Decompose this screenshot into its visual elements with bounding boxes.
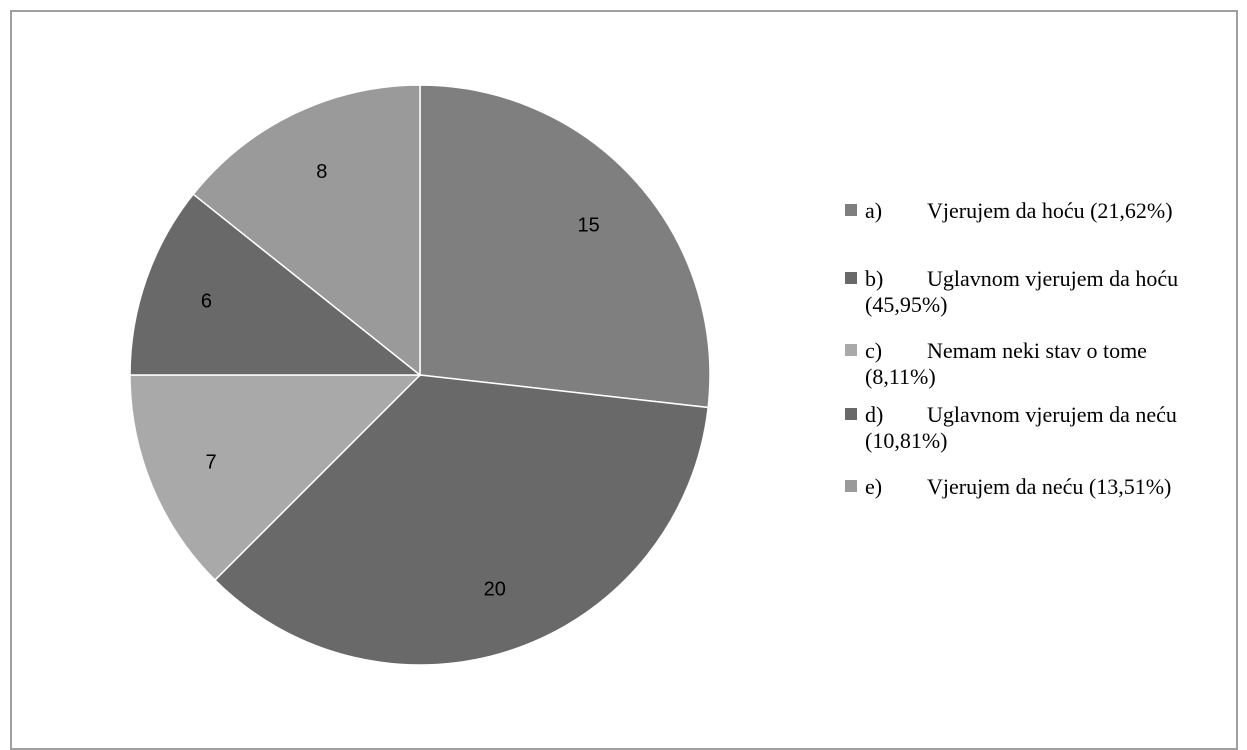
- legend-swatch-c: [845, 344, 857, 356]
- legend-label-c: Nemam neki stav o tome: [927, 338, 1147, 363]
- legend-label-d-cont: (10,81%): [865, 428, 948, 453]
- pie-slice-c: [129, 374, 422, 582]
- legend-label-d: Uglavnom vjerujem da neću: [927, 402, 1177, 427]
- legend-item-d: d) Uglavnom vjerujem da neću (10,81%): [845, 402, 1235, 454]
- legend-letter-d: d): [865, 402, 884, 427]
- legend-label-b-cont: (45,95%): [865, 292, 948, 317]
- legend-label-a: Vjerujem da hoću (21,62%): [927, 198, 1173, 223]
- legend-item-a: a) Vjerujem da hoću (21,62%): [845, 198, 1235, 224]
- pie-chart: 15 20 7 6 8: [129, 84, 711, 666]
- pie-slice-b: [213, 374, 710, 666]
- legend-letter-e: e): [865, 474, 883, 499]
- data-label-e: 8: [316, 161, 327, 183]
- data-label-a: 15: [578, 214, 600, 236]
- pie-slice-e: [192, 84, 421, 377]
- chart-legend: a) Vjerujem da hoću (21,62%) b) Uglavnom v…: [845, 198, 1235, 500]
- legend-letter-c: c): [865, 338, 883, 363]
- data-label-c: 7: [205, 452, 216, 474]
- legend-letter-b: b): [865, 266, 884, 291]
- legend-item-b: b) Uglavnom vjerujem da hoću (45,95%): [845, 266, 1235, 318]
- legend-swatch-b: [845, 272, 857, 284]
- legend-swatch-a: [845, 204, 857, 216]
- legend-label-e: Vjerujem da neću (13,51%): [927, 474, 1172, 499]
- legend-item-e: e) Vjerujem da neću (13,51%): [845, 474, 1235, 500]
- pie-slice-a: [419, 84, 711, 409]
- data-label-d: 6: [201, 290, 212, 312]
- data-label-b: 20: [484, 579, 506, 601]
- legend-swatch-e: [845, 480, 857, 492]
- legend-label-c-cont: (8,11%): [865, 364, 936, 389]
- legend-item-c: c) Nemam neki stav o tome (8,11%): [845, 338, 1235, 390]
- legend-label-b: Uglavnom vjerujem da hoću: [927, 266, 1179, 291]
- legend-swatch-d: [845, 408, 857, 420]
- pie-slice-d: [129, 193, 423, 376]
- legend-letter-a: a): [865, 198, 883, 223]
